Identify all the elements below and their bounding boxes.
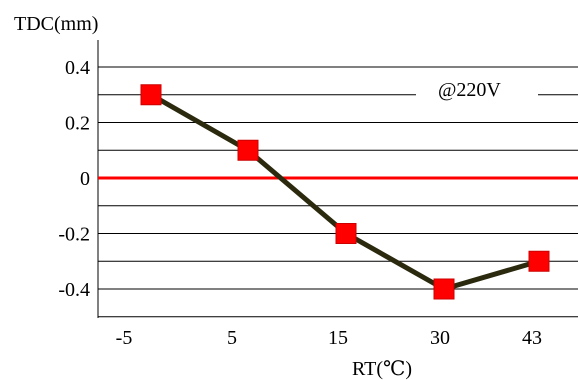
y-tick-label: 0.4 (65, 57, 90, 79)
y-tick-label: 0.2 (65, 113, 90, 135)
y-tick-label: 0 (80, 168, 90, 190)
y-axis-title: TDC(mm) (14, 13, 98, 35)
series-line (149, 92, 540, 292)
data-point-marker (140, 84, 162, 106)
y-tick-label: -0.2 (58, 224, 90, 246)
data-point-marker (237, 139, 259, 161)
x-tick-label: 43 (522, 327, 542, 349)
x-axis-title: RT(℃) (352, 358, 412, 380)
data-markers (140, 84, 550, 300)
y-tick-labels: 0.4 0.2 0 -0.2 -0.4 (58, 57, 90, 301)
y-tick-label: -0.4 (58, 279, 90, 301)
grid-lines (98, 66, 578, 318)
data-point-marker (335, 223, 357, 244)
x-tick-label: -5 (116, 327, 133, 349)
data-point-marker (433, 278, 455, 300)
x-tick-labels: -5 5 15 30 43 (116, 327, 542, 349)
annotation-text: @220V (438, 79, 501, 101)
x-tick-label: 30 (430, 327, 450, 349)
annotation-background (416, 70, 538, 102)
x-tick-label: 15 (328, 327, 348, 349)
x-tick-label: 5 (227, 327, 237, 349)
data-point-marker (528, 250, 550, 272)
